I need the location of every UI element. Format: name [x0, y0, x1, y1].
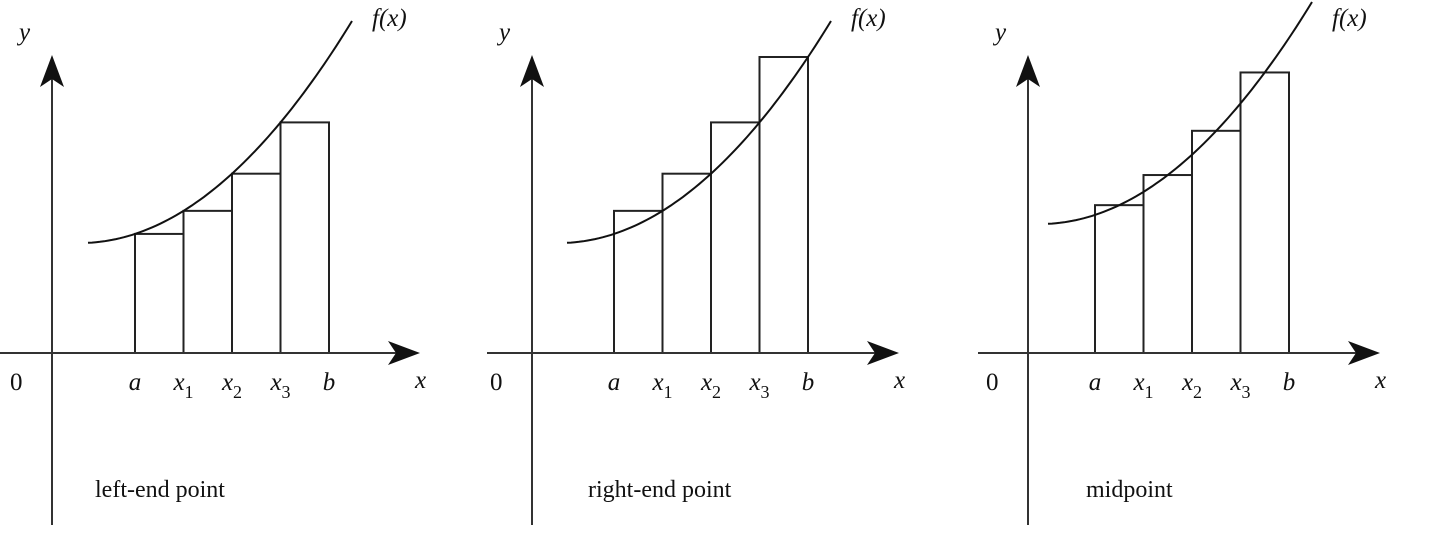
point-symbol: a — [608, 369, 621, 396]
riemann-rectangle — [1239, 71, 1290, 354]
point-symbol: x — [748, 369, 760, 396]
riemann-rectangle — [134, 232, 185, 354]
point-label: x2 — [221, 369, 242, 402]
point-label: a — [1089, 369, 1102, 396]
point-symbol: a — [129, 369, 142, 396]
caption: left-end point — [95, 477, 225, 503]
point-symbol: x — [1132, 369, 1144, 396]
point-label: x1 — [651, 369, 672, 402]
function-label: f(x) — [372, 5, 407, 32]
point-subscript: 2 — [712, 382, 721, 402]
point-label: x2 — [700, 369, 721, 402]
riemann-rectangle — [279, 121, 330, 354]
origin-label: 0 — [490, 369, 503, 396]
point-subscript: 2 — [233, 382, 242, 402]
function-label: f(x) — [851, 5, 886, 32]
y-axis-label: y — [992, 19, 1007, 46]
point-symbol: x — [172, 369, 184, 396]
x-arrowhead — [388, 341, 420, 365]
y-arrowhead — [520, 55, 544, 87]
x-axis-label: x — [414, 367, 426, 394]
point-symbol: b — [1283, 369, 1296, 396]
function-curve — [87, 20, 353, 244]
riemann-rectangle — [182, 209, 233, 354]
riemann-rectangle — [1142, 174, 1193, 354]
point-subscript: 3 — [1242, 382, 1251, 402]
point-symbol: x — [1229, 369, 1241, 396]
origin-label: 0 — [986, 369, 999, 396]
caption: midpoint — [1086, 477, 1173, 503]
point-subscript: 3 — [761, 382, 770, 402]
point-label: a — [129, 369, 142, 396]
point-label: x3 — [1229, 369, 1250, 402]
point-symbol: b — [323, 369, 336, 396]
function-label: f(x) — [1332, 5, 1367, 32]
point-symbol: x — [221, 369, 233, 396]
point-subscript: 1 — [1145, 382, 1154, 402]
point-symbol: x — [700, 369, 712, 396]
point-label: b — [1283, 369, 1296, 396]
riemann-rectangle — [758, 55, 809, 354]
x-axis-label: x — [893, 367, 905, 394]
point-symbol: x — [1181, 369, 1193, 396]
point-label: x2 — [1181, 369, 1202, 402]
point-label: x1 — [1132, 369, 1153, 402]
riemann-rectangle — [231, 172, 282, 354]
x-arrowhead — [1348, 341, 1380, 365]
function-curve — [1047, 1, 1313, 225]
point-symbol: x — [269, 369, 281, 396]
point-label: x3 — [748, 369, 769, 402]
point-subscript: 3 — [282, 382, 291, 402]
x-arrowhead — [867, 341, 899, 365]
y-axis-label: y — [496, 19, 511, 46]
point-symbol: x — [651, 369, 663, 396]
point-subscript: 1 — [664, 382, 673, 402]
point-label: x1 — [172, 369, 193, 402]
point-label: b — [802, 369, 815, 396]
riemann-rectangle — [661, 172, 712, 354]
riemann-rectangle — [710, 121, 761, 354]
riemann-rectangle — [1191, 129, 1242, 354]
x-axis-label: x — [1374, 367, 1386, 394]
riemann-rectangle — [1094, 204, 1145, 354]
point-subscript: 1 — [185, 382, 194, 402]
point-label: b — [323, 369, 336, 396]
point-label: a — [608, 369, 621, 396]
y-arrowhead — [1016, 55, 1040, 87]
y-arrowhead — [40, 55, 64, 87]
point-symbol: b — [802, 369, 815, 396]
origin-label: 0 — [10, 369, 23, 396]
point-symbol: a — [1089, 369, 1102, 396]
function-curve — [566, 20, 832, 244]
point-subscript: 2 — [1193, 382, 1202, 402]
caption: right-end point — [588, 477, 732, 503]
y-axis-label: y — [16, 19, 31, 46]
point-label: x3 — [269, 369, 290, 402]
